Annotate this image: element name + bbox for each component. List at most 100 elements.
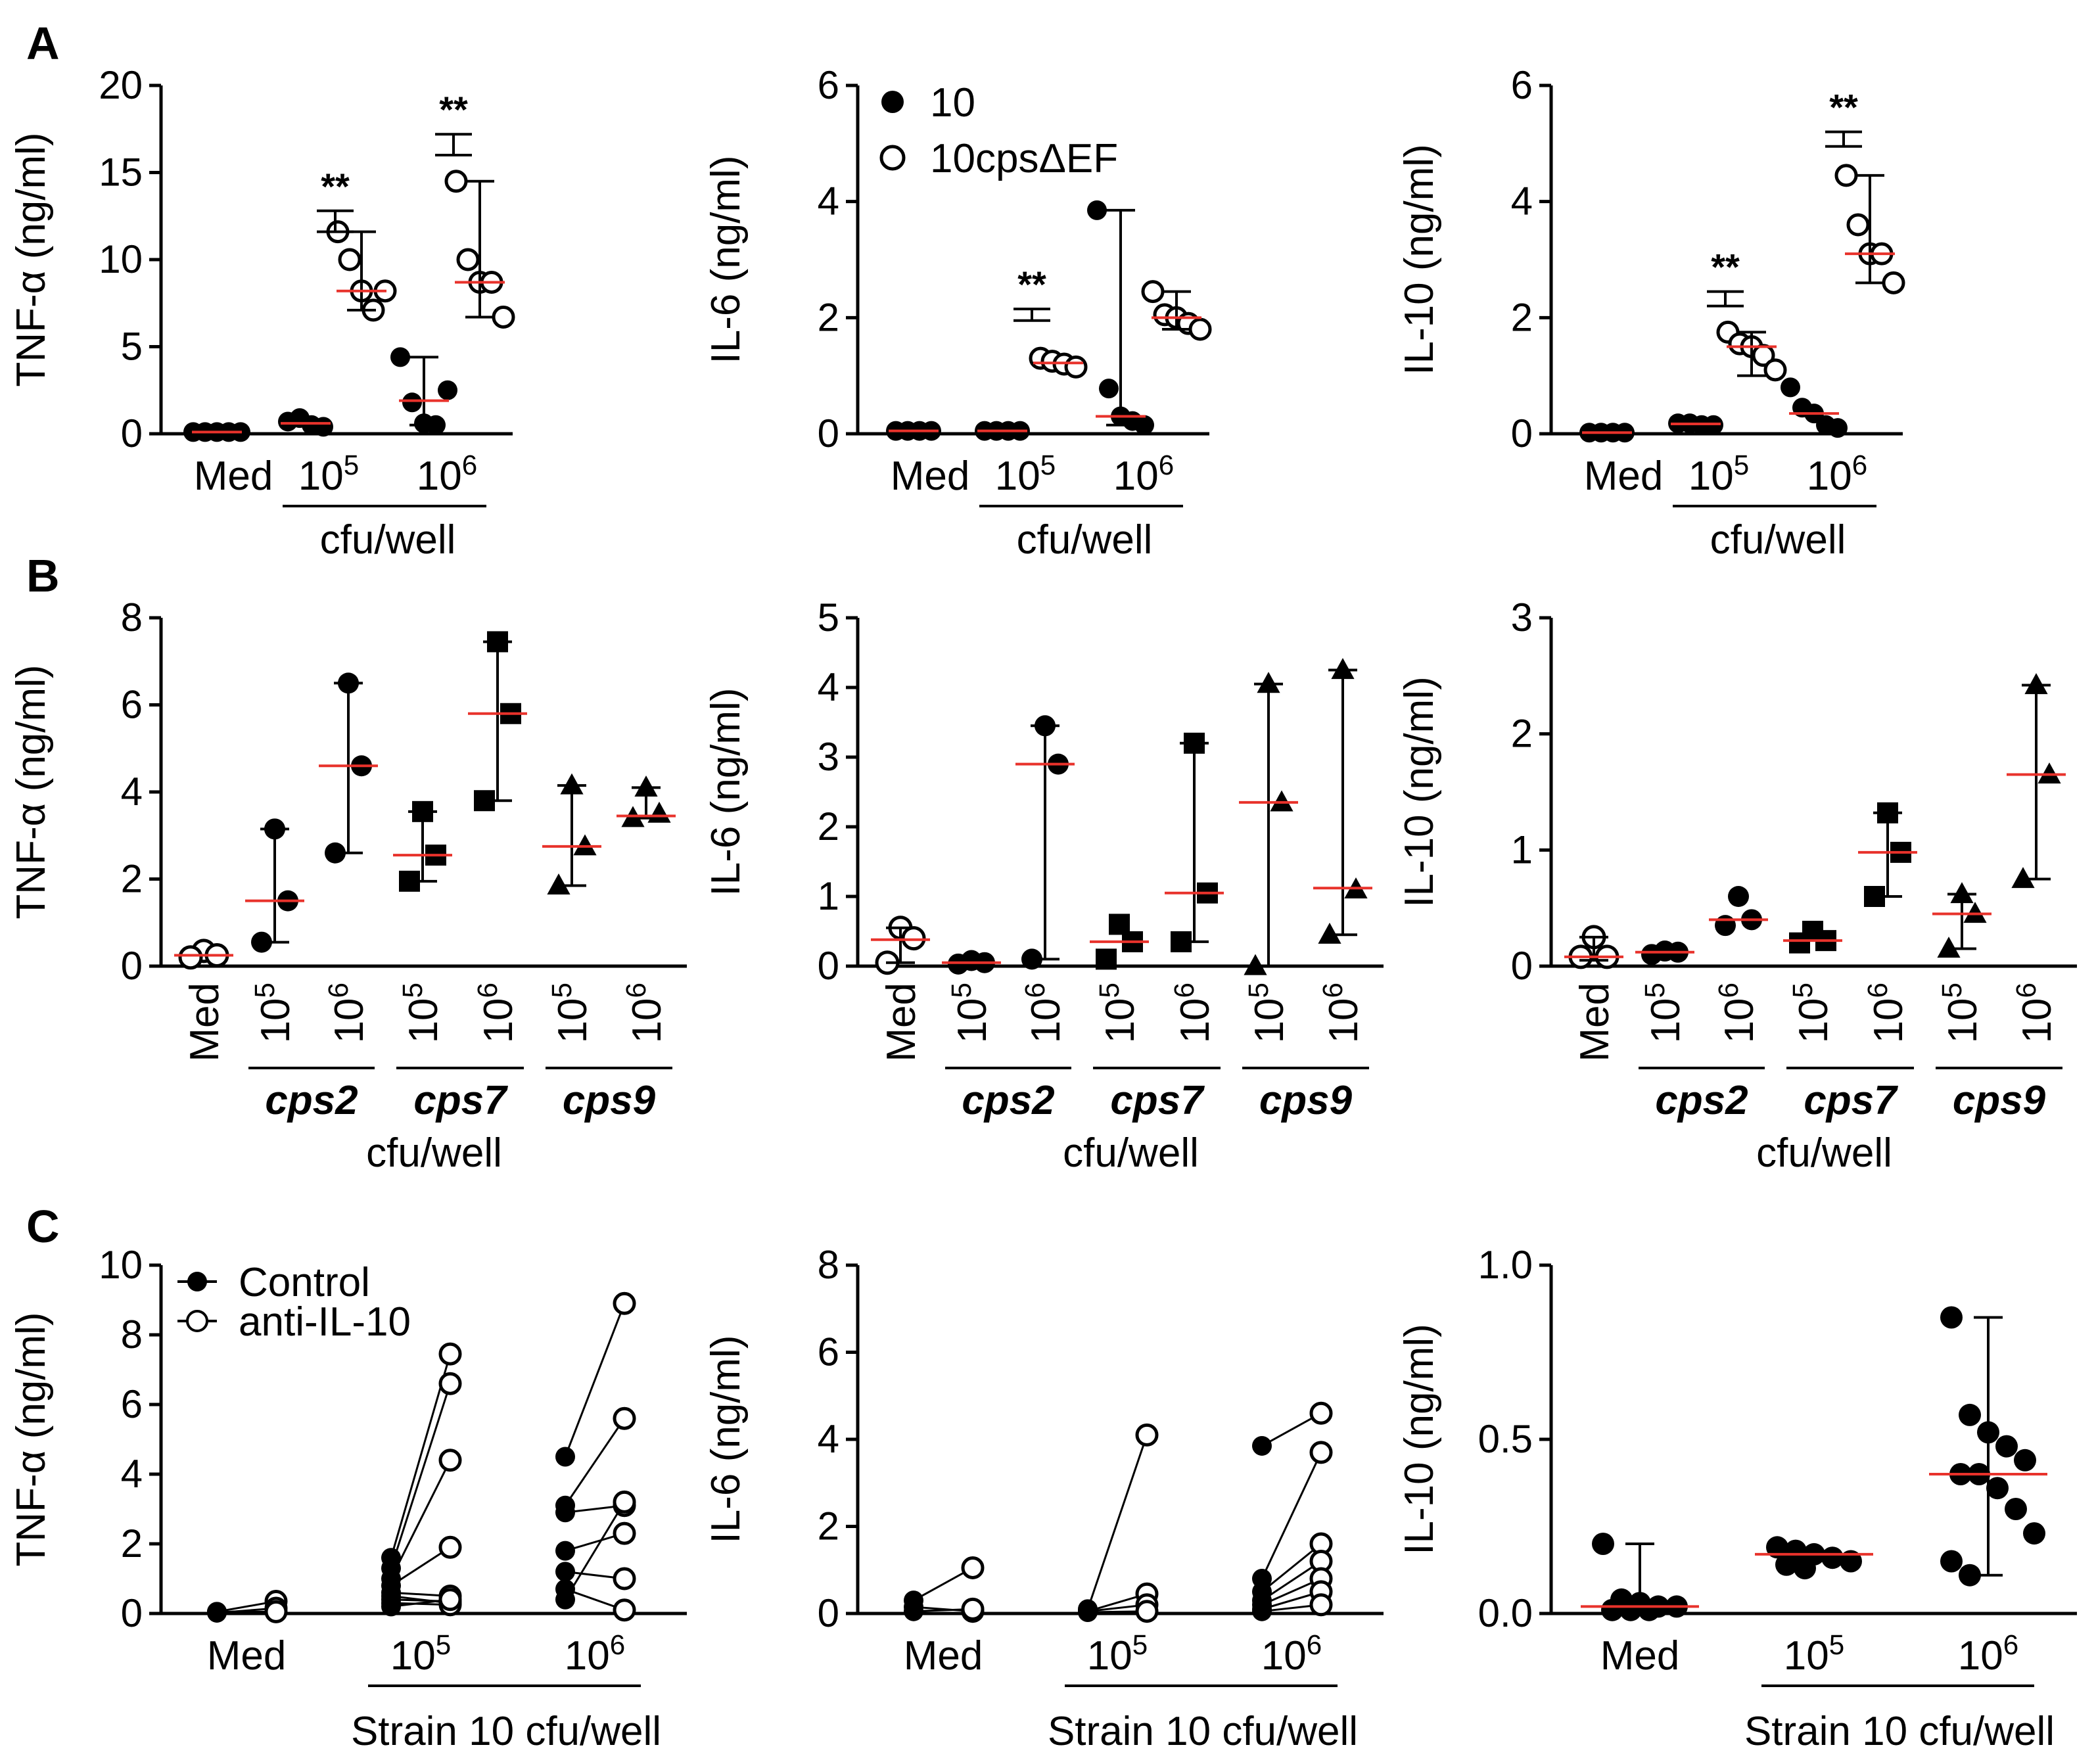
data-point [492, 305, 515, 329]
y-tick-label: 20 [99, 63, 143, 107]
y-tick-label: 8 [121, 1312, 143, 1357]
x-tick-label-text: 106 [1317, 983, 1367, 1043]
x-group-label: cps9 [1953, 1078, 2046, 1123]
data-point [1601, 1598, 1623, 1621]
y-tick-label: 0 [818, 411, 839, 455]
data-point [2023, 1522, 2045, 1545]
data-point [1937, 937, 1961, 958]
data-point [647, 801, 671, 823]
data-point [338, 248, 361, 271]
x-axis-label: cfu/well [1710, 517, 1846, 563]
x-tick-label-text: 105 [298, 450, 359, 499]
data-point [547, 873, 571, 895]
data-point-anti [264, 1600, 288, 1623]
data-point [1781, 377, 1800, 398]
data-point [901, 926, 926, 951]
x-tick-label: 105 [1936, 983, 1986, 1043]
data-point [1619, 1598, 1642, 1621]
x-tick-label: 106 [472, 983, 522, 1043]
significance-stars: ** [439, 89, 468, 130]
x-tick-label: 106 [417, 450, 477, 499]
data-point [634, 775, 658, 797]
x-tick-label: 105 [249, 983, 299, 1043]
significance-stars: ** [1711, 246, 1740, 288]
y-axis-label: IL-10 (ng/ml) [1397, 676, 1442, 907]
data-point [1728, 886, 1749, 907]
legend-c-anti-marker [186, 1310, 208, 1332]
x-tick-label-text: 106 [565, 1629, 625, 1679]
x-tick-label-text: Med [891, 453, 970, 499]
x-group-label: cps7 [1110, 1078, 1205, 1123]
x-group-label: cps2 [962, 1078, 1054, 1123]
pair-line [564, 1418, 626, 1506]
legend-a-filled-marker [881, 91, 904, 113]
data-point-anti [613, 1521, 636, 1545]
legend-a-open-marker [879, 145, 906, 171]
x-tick-label: Med [194, 453, 273, 499]
x-tick-label: Med [879, 983, 924, 1062]
y-tick-label: 4 [818, 665, 839, 709]
pair-line [564, 1303, 626, 1458]
y-axis-label: IL-10 (ng/ml) [1397, 1324, 1442, 1554]
y-tick-label: 4 [818, 1417, 839, 1461]
x-group-label: cps9 [1259, 1078, 1353, 1123]
x-tick-label-text: 105 [1087, 1629, 1148, 1679]
x-tick-label-text: 105 [397, 983, 447, 1043]
x-tick-label-text: Med [879, 983, 924, 1062]
panel-label-b: B [26, 550, 60, 601]
data-point-anti [613, 1598, 636, 1622]
data-point [1257, 672, 1280, 693]
data-point [1087, 200, 1107, 220]
data-point [1715, 915, 1736, 937]
data-point [1775, 1553, 1798, 1576]
data-point [444, 170, 468, 193]
y-tick-label: 8 [818, 1243, 839, 1287]
y-tick-label: 10 [99, 1243, 143, 1287]
data-point [2014, 1449, 2036, 1472]
y-tick-label: 2 [818, 1504, 839, 1548]
legend-a-label-10: 10 [930, 80, 975, 126]
x-tick-label: 106 [1261, 1629, 1322, 1679]
x-tick-label: 106 [1713, 983, 1763, 1043]
data-point-control [555, 1562, 575, 1582]
data-point-control [904, 1601, 923, 1621]
data-point [1950, 882, 1974, 904]
legend-c-label-control: Control [239, 1260, 370, 1305]
x-axis-label: cfu/well [320, 517, 456, 563]
x-tick-label: 105 [390, 1629, 451, 1679]
data-point [1188, 317, 1212, 341]
y-tick-label: 2 [1511, 295, 1533, 339]
data-point [1940, 1550, 1963, 1573]
x-axis-label: cfu/well [1017, 517, 1153, 563]
x-tick-label: 106 [1113, 450, 1174, 499]
chart-b-il10: 0 1 2 3 IL-10 (ng/ml) Med 105 106 105 106 105 106 cp… [1397, 595, 2077, 1176]
x-tick-label-text: Med [1600, 1633, 1680, 1679]
data-point [402, 392, 422, 413]
data-point-anti [1309, 1593, 1333, 1617]
data-point [1821, 1546, 1844, 1569]
pair-line [564, 1501, 626, 1600]
chart-c-tnf: 0 2 4 6 8 10 TNF-α (ng/ml) Med 105 106 Strain 10 c… [9, 1243, 687, 1754]
chart-c-il10: 0.0 0.5 1.0 IL-10 (ng/ml) Med 105 106 Strain 10… [1397, 1243, 2077, 1754]
legend-c-control-marker [187, 1272, 207, 1291]
data-point [1963, 902, 1987, 923]
y-axis-label: IL-6 (ng/ml) [703, 688, 749, 896]
data-point [1986, 1477, 2009, 1500]
y-tick-label: 2 [121, 857, 143, 901]
x-tick-label-text: 106 [323, 983, 373, 1043]
x-tick-label: 105 [1094, 983, 1144, 1043]
y-tick-label: 10 [99, 237, 143, 281]
x-tick-label-text: 106 [417, 450, 477, 499]
x-tick-label-text: 106 [1261, 1629, 1322, 1679]
data-point-anti [438, 1588, 462, 1612]
y-axis-label: TNF-α (ng/ml) [9, 132, 54, 386]
x-tick-label-text: 106 [620, 983, 670, 1043]
data-point [1766, 1536, 1788, 1559]
data-point [390, 347, 410, 367]
y-tick-label: 3 [818, 735, 839, 779]
data-point [1096, 948, 1117, 970]
y-tick-label: 4 [1511, 179, 1533, 223]
x-tick-label: 106 [1958, 1629, 2018, 1679]
data-point-control [1078, 1602, 1098, 1623]
data-point [1099, 379, 1119, 399]
